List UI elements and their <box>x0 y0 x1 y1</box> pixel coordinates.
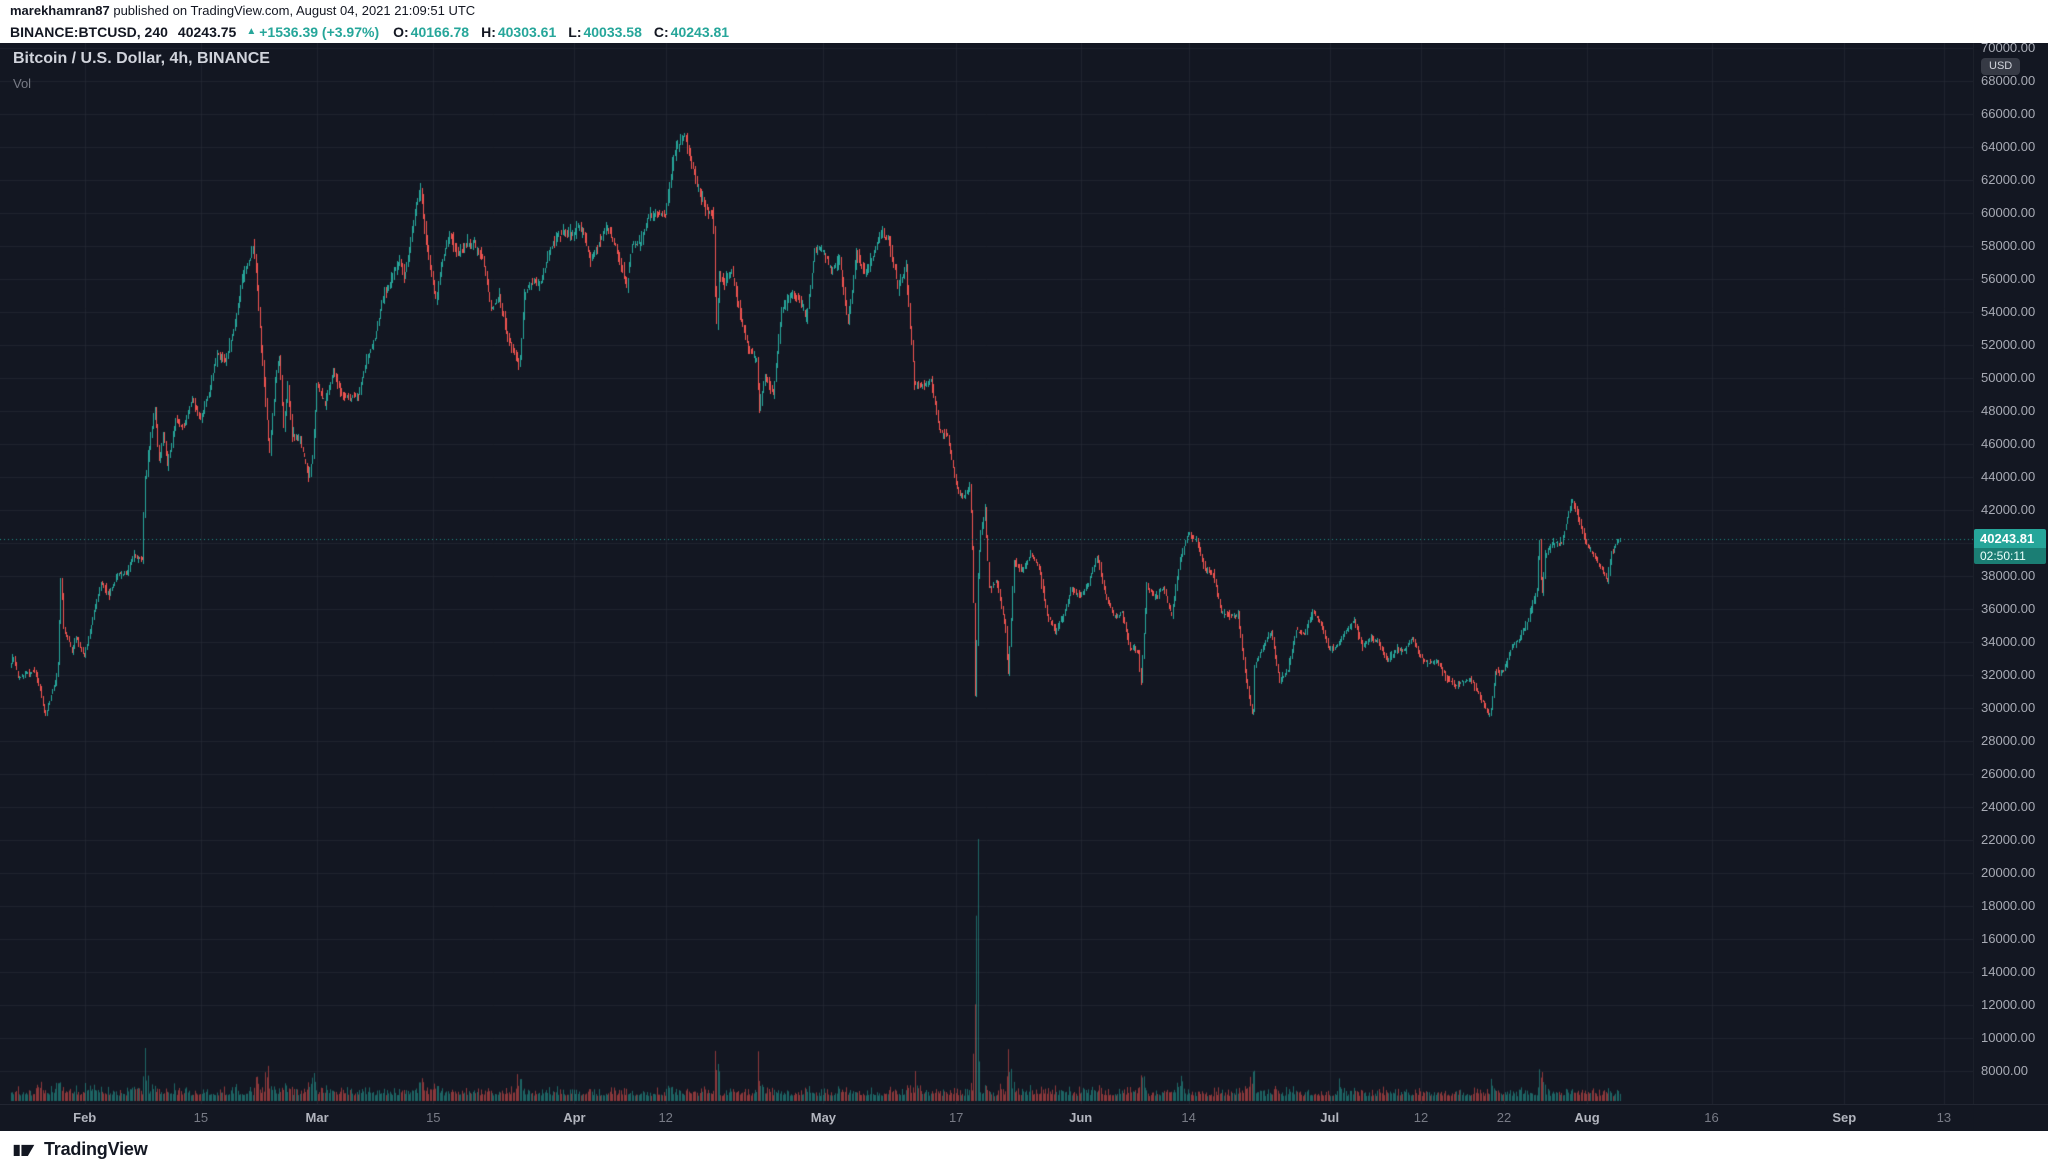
price-tick-label: 70000.00 <box>1981 43 2036 55</box>
price-tick-label: 30000.00 <box>1981 700 2036 715</box>
price-tick-label: 36000.00 <box>1981 601 2036 616</box>
price-change: ▲ +1536.39 (+3.97%) <box>246 24 379 40</box>
time-tick-label: 16 <box>1704 1110 1719 1125</box>
close-label: C: <box>653 24 669 40</box>
high-label: H: <box>481 24 496 40</box>
time-tick-label: 14 <box>1181 1110 1196 1125</box>
high-number: 40303.61 <box>497 24 557 40</box>
low-label: L: <box>568 24 582 40</box>
tradingview-wordmark: TradingView <box>44 1139 148 1159</box>
time-tick-label: Feb <box>73 1110 97 1125</box>
time-tick-label: 15 <box>193 1110 209 1125</box>
price-tick-label: 34000.00 <box>1981 634 2036 649</box>
time-tick-label: 22 <box>1496 1110 1512 1125</box>
price-tick-label: 56000.00 <box>1981 271 2036 286</box>
price-tick-label: 50000.00 <box>1981 370 2036 385</box>
price-tick-label: 60000.00 <box>1981 205 2036 220</box>
low-value: L: 40033.58 <box>568 24 642 40</box>
price-tick-label: 66000.00 <box>1981 106 2036 121</box>
price-tick-label: 8000.00 <box>1981 1063 2028 1078</box>
price-tick-label: 24000.00 <box>1981 799 2036 814</box>
price-tick-label: 18000.00 <box>1981 898 2036 913</box>
last-price-label: 40243.81 02:50:11 <box>1974 528 2046 564</box>
price-axis[interactable]: USD 40243.81 02:50:11 8000.00 10000.00 120… <box>1973 43 2048 1104</box>
last-trade-price: 40243.75 <box>177 24 237 40</box>
publisher-username: marekhamran87 <box>10 3 110 18</box>
up-arrow-icon: ▲ <box>246 26 257 37</box>
price-tick-label: 20000.00 <box>1981 865 2036 880</box>
time-tick-label: 12 <box>658 1110 673 1125</box>
price-tick-label: 44000.00 <box>1981 469 2036 484</box>
price-tick-label: 14000.00 <box>1981 964 2036 979</box>
price-tick-label: 52000.00 <box>1981 337 2036 352</box>
price-tick-label: 22000.00 <box>1981 832 2036 847</box>
time-tick-label: 15 <box>426 1110 441 1125</box>
candlestick-chart-canvas[interactable] <box>0 43 1973 1104</box>
currency-badge[interactable]: USD <box>1981 58 2021 75</box>
footer-bar: TradingView <box>0 1131 2048 1168</box>
time-axis[interactable]: Feb 15 Mar 15 Apr 12 May 17 Jun 14 Jul 12 22 Aug 16 Sep… <box>0 1104 2048 1132</box>
change-value: +1536.39 (+3.97%) <box>259 24 380 40</box>
publish-info-text: published on TradingView.com, August 04,… <box>109 3 476 18</box>
close-value: C: 40243.81 <box>654 24 729 40</box>
time-tick-label: 13 <box>1936 1110 1952 1125</box>
time-tick-label: 12 <box>1413 1110 1429 1125</box>
open-number: 40166.78 <box>410 24 470 40</box>
price-tick-label: 42000.00 <box>1981 502 2036 517</box>
chart-area[interactable]: Bitcoin / U.S. Dollar, 4h, BINANCE Vol U… <box>0 43 2048 1132</box>
last-price-value: 40243.81 <box>1974 528 2046 548</box>
price-tick-label: 68000.00 <box>1981 73 2036 88</box>
time-tick-label: Sep <box>1832 1110 1857 1125</box>
price-tick-label: 26000.00 <box>1981 766 2036 781</box>
price-tick-label: 10000.00 <box>1981 1030 2036 1045</box>
time-tick-label: 17 <box>948 1110 964 1125</box>
price-tick-label: 62000.00 <box>1981 172 2036 187</box>
high-value: H: 40303.61 <box>481 24 556 40</box>
price-tick-label: 48000.00 <box>1981 403 2036 418</box>
symbol-info-bar: BINANCE:BTCUSD, 240 40243.75 ▲ +1536.39 … <box>0 21 2048 43</box>
tradingview-logo-link[interactable]: TradingView <box>12 1138 148 1162</box>
time-tick-label: Jul <box>1320 1110 1340 1125</box>
price-tick-label: 58000.00 <box>1981 238 2036 253</box>
price-tick-label: 16000.00 <box>1981 931 2036 946</box>
time-tick-label: Apr <box>563 1110 586 1125</box>
open-label: O: <box>393 24 409 40</box>
time-tick-label: Aug <box>1574 1110 1600 1125</box>
price-tick-label: 32000.00 <box>1981 667 2036 682</box>
publish-info-bar: marekhamran87 published on TradingView.c… <box>0 0 2048 21</box>
time-tick-label: Mar <box>305 1110 329 1125</box>
time-tick-label: May <box>810 1110 837 1125</box>
price-tick-label: 38000.00 <box>1981 568 2036 583</box>
close-number: 40243.81 <box>670 24 730 40</box>
symbol-name: BINANCE:BTCUSD, 240 <box>10 24 168 40</box>
price-tick-label: 46000.00 <box>1981 436 2036 451</box>
price-tick-label: 28000.00 <box>1981 733 2036 748</box>
price-tick-label: 12000.00 <box>1981 997 2036 1012</box>
open-value: O: 40166.78 <box>393 24 469 40</box>
low-number: 40033.58 <box>583 24 642 40</box>
time-tick-label: Jun <box>1069 1110 1093 1125</box>
bar-countdown: 02:50:11 <box>1974 547 2046 564</box>
price-tick-label: 64000.00 <box>1981 139 2036 154</box>
price-tick-label: 54000.00 <box>1981 304 2036 319</box>
ohlc-values: O: 40166.78 H: 40303.61 L: 40033.58 C: 4… <box>393 24 729 40</box>
tradingview-logo-icon <box>13 1144 35 1156</box>
